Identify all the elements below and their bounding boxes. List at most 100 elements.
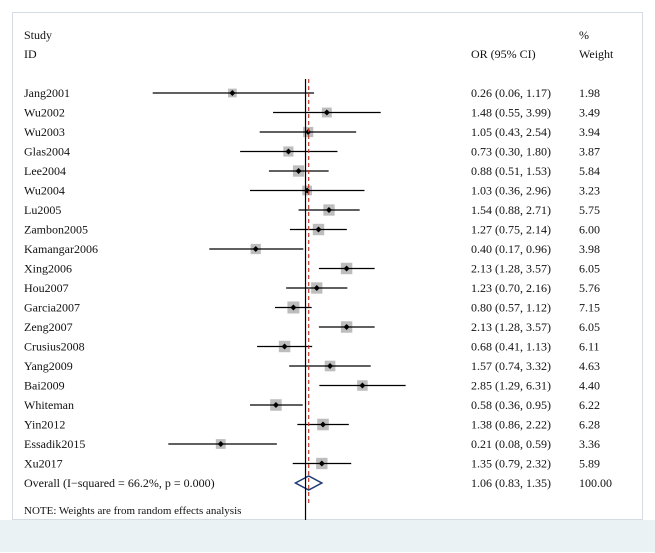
study-row-garcia2007: Garcia2007 0.80 (0.57, 1.12) 7.15	[24, 301, 600, 315]
ci-text: 0.21 (0.08, 0.59)	[471, 437, 551, 451]
bottom-band	[0, 520, 655, 552]
study-label: Essadik2015	[24, 437, 85, 451]
weight-text: 6.05	[579, 262, 600, 276]
point-estimate	[217, 441, 224, 447]
study-label: Xu2017	[24, 457, 63, 471]
ci-text: 0.80 (0.57, 1.12)	[471, 301, 551, 315]
study-label: Lu2005	[24, 203, 61, 217]
point-estimate	[315, 226, 322, 233]
study-label: Glas2004	[24, 145, 70, 159]
study-label: Wu2002	[24, 106, 65, 120]
study-row-yang2009: Yang2009 1.57 (0.74, 3.32) 4.63	[24, 359, 600, 373]
point-estimate	[327, 363, 334, 369]
ci-text: 1.27 (0.75, 2.14)	[471, 223, 551, 237]
point-estimate	[359, 382, 366, 389]
study-label: Hou2007	[24, 281, 69, 295]
forest-plot-svg: Study ID OR (95% CI) % Weight Jang2001 0.…	[13, 28, 644, 544]
overall-weight-text: 100.00	[579, 476, 612, 490]
ci-text: 1.38 (0.86, 2.22)	[471, 418, 551, 432]
ci-text: 2.13 (1.28, 3.57)	[471, 320, 551, 334]
column-headers: Study ID OR (95% CI) % Weight	[24, 28, 614, 61]
point-estimate	[343, 265, 350, 272]
study-label: Kamangar2006	[24, 242, 98, 256]
weight-text: 5.76	[579, 281, 600, 295]
study-label: Whiteman	[24, 398, 74, 412]
header-effect: OR (95% CI)	[471, 47, 536, 61]
study-row-hou2007: Hou2007 1.23 (0.70, 2.16) 5.76	[24, 281, 600, 295]
header-weight-percent: %	[579, 28, 589, 42]
weight-text: 6.22	[579, 398, 600, 412]
study-row-bai2009: Bai2009 2.85 (1.29, 6.31) 4.40	[24, 379, 600, 393]
weight-text: 3.49	[579, 106, 600, 120]
study-label: Garcia2007	[24, 301, 80, 315]
point-estimate	[290, 304, 297, 311]
weight-text: 3.23	[579, 184, 600, 198]
weight-text: 3.98	[579, 242, 600, 256]
weight-text: 5.75	[579, 203, 600, 217]
study-row-lu2005: Lu2005 1.54 (0.88, 2.71) 5.75	[24, 203, 600, 217]
study-label: Zambon2005	[24, 223, 88, 237]
point-estimate	[325, 207, 332, 213]
point-estimate	[229, 90, 236, 96]
study-row-kamangar2006: Kamangar2006 0.40 (0.17, 0.96) 3.98	[24, 242, 600, 256]
study-row-wu2004: Wu2004 1.03 (0.36, 2.96) 3.23	[24, 184, 600, 198]
point-estimate	[281, 343, 288, 350]
study-row-yin2012: Yin2012 1.38 (0.86, 2.22) 6.28	[24, 418, 600, 432]
ci-text: 1.23 (0.70, 2.16)	[471, 281, 551, 295]
study-row-xing2006: Xing2006 2.13 (1.28, 3.57) 6.05	[24, 262, 600, 276]
study-row-zeng2007: Zeng2007 2.13 (1.28, 3.57) 6.05	[24, 320, 600, 334]
weight-text: 5.84	[579, 164, 600, 178]
study-row-essadik2015: Essadik2015 0.21 (0.08, 0.59) 3.36	[24, 437, 600, 451]
study-row-xu2017: Xu2017 1.35 (0.79, 2.32) 5.89	[24, 457, 600, 471]
point-estimate	[313, 285, 320, 291]
study-label: Xing2006	[24, 262, 72, 276]
header-weight: Weight	[579, 47, 614, 61]
study-row-crusius2008: Crusius2008 0.68 (0.41, 1.13) 6.11	[24, 340, 600, 354]
study-row-whiteman: Whiteman 0.58 (0.36, 0.95) 6.22	[24, 398, 600, 412]
study-row-wu2002: Wu2002 1.48 (0.55, 3.99) 3.49	[24, 106, 600, 120]
study-label: Bai2009	[24, 379, 65, 393]
overall-ci-text: 1.06 (0.83, 1.35)	[471, 476, 551, 490]
ci-text: 1.57 (0.74, 3.32)	[471, 359, 551, 373]
ci-text: 0.68 (0.41, 1.13)	[471, 340, 551, 354]
study-label: Yin2012	[24, 418, 65, 432]
note-text: NOTE: Weights are from random effects an…	[24, 505, 241, 517]
study-label: Yang2009	[24, 359, 73, 373]
study-label: Jang2001	[24, 86, 70, 100]
header-study: Study	[24, 28, 52, 42]
point-estimate	[323, 109, 330, 116]
ci-text: 2.85 (1.29, 6.31)	[471, 379, 551, 393]
overall-row: Overall (I−squared = 66.2%, p = 0.000) 1.…	[24, 475, 612, 491]
ci-text: 1.05 (0.43, 2.54)	[471, 125, 551, 139]
ci-text: 1.03 (0.36, 2.96)	[471, 184, 551, 198]
study-row-lee2004: Lee2004 0.88 (0.51, 1.53) 5.84	[24, 164, 600, 178]
weight-text: 3.36	[579, 437, 600, 451]
study-label: Wu2003	[24, 125, 65, 139]
ci-text: 0.73 (0.30, 1.80)	[471, 145, 551, 159]
weight-text: 4.40	[579, 379, 600, 393]
weight-text: 6.11	[579, 340, 600, 354]
ci-text: 1.54 (0.88, 2.71)	[471, 203, 551, 217]
study-row-jang2001: Jang2001 0.26 (0.06, 1.17) 1.98	[24, 86, 600, 100]
weight-text: 6.00	[579, 223, 600, 237]
study-row-glas2004: Glas2004 0.73 (0.30, 1.80) 3.87	[24, 145, 600, 159]
weight-text: 5.89	[579, 457, 600, 471]
weight-text: 7.15	[579, 301, 600, 315]
study-label: Lee2004	[24, 164, 66, 178]
weight-text: 3.94	[579, 125, 600, 139]
weight-text: 4.63	[579, 359, 600, 373]
point-estimate	[285, 148, 292, 155]
weight-text: 6.05	[579, 320, 600, 334]
point-estimate	[272, 402, 279, 408]
ci-text: 2.13 (1.28, 3.57)	[471, 262, 551, 276]
overall-diamond	[293, 475, 324, 491]
weight-text: 1.98	[579, 86, 600, 100]
weight-text: 3.87	[579, 145, 600, 159]
ci-text: 0.26 (0.06, 1.17)	[471, 86, 551, 100]
header-id: ID	[24, 47, 37, 61]
weight-text: 6.28	[579, 418, 600, 432]
point-estimate	[252, 246, 259, 252]
ci-text: 0.40 (0.17, 0.96)	[471, 242, 551, 256]
ci-text: 0.88 (0.51, 1.53)	[471, 164, 551, 178]
